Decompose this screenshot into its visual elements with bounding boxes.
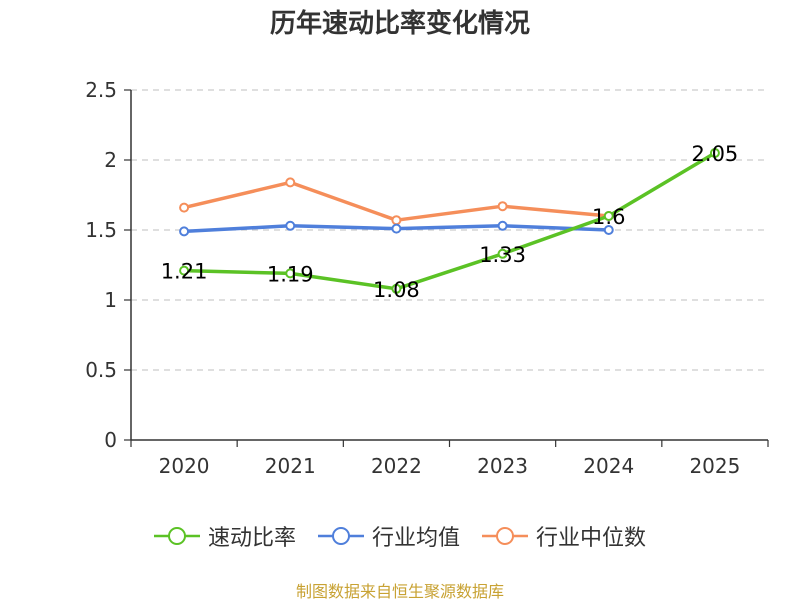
y-tick-label: 1: [104, 288, 117, 312]
data-label: 1.6: [592, 205, 625, 229]
data-label: 1.21: [161, 260, 208, 284]
legend-label-industry-mean: 行业均值: [371, 526, 460, 551]
data-point: [285, 268, 296, 279]
x-tick-label: 2022: [371, 454, 422, 478]
data-point: [391, 283, 402, 294]
legend-label-quick-ratio: 速动比率: [207, 526, 296, 551]
y-tick-label: 0.5: [85, 358, 117, 382]
data-point: [391, 223, 402, 234]
y-tick-label: 2: [104, 148, 117, 172]
x-tick-label: 2020: [159, 454, 210, 478]
y-tick-label: 0: [104, 428, 117, 452]
source-note: 制图数据来自恒生聚源数据库: [295, 582, 504, 601]
chart-title: 历年速动比率变化情况: [269, 9, 530, 39]
data-point: [285, 177, 296, 188]
data-label: 1.33: [479, 243, 526, 267]
legend-marker-quick-ratio: [153, 527, 200, 545]
data-label: 1.19: [267, 262, 314, 286]
data-point: [179, 226, 190, 237]
data-point: [285, 220, 296, 231]
data-point: [603, 225, 614, 235]
x-tick-label: 2023: [477, 454, 528, 478]
legend-item-industry-mean[interactable]: 行业均值: [317, 520, 460, 552]
data-point: [603, 211, 614, 221]
series-line: [184, 151, 716, 291]
data-label: 2.05: [692, 142, 739, 166]
legend-item-quick-ratio[interactable]: 速动比率: [153, 520, 296, 552]
data-point: [497, 248, 508, 259]
x-tick-label: 2024: [583, 454, 634, 478]
y-tick-label: 1.5: [85, 218, 117, 242]
legend-marker-industry-mean: [317, 527, 364, 545]
data-point: [391, 215, 402, 226]
data-point: [179, 202, 190, 213]
legend-label-industry-median: 行业中位数: [536, 526, 647, 551]
data-point: [179, 265, 190, 276]
legend: 速动比率 行业均值 行业中位数: [0, 520, 800, 552]
data-point: [497, 220, 508, 231]
legend-item-industry-median[interactable]: 行业中位数: [482, 520, 646, 552]
x-tick-label: 2021: [265, 454, 316, 478]
x-tick-label: 2025: [689, 454, 740, 478]
y-tick-label: 2.5: [85, 78, 117, 102]
legend-marker-industry-median: [482, 527, 528, 545]
data-point: [709, 148, 720, 158]
series-line: [183, 180, 609, 222]
data-point: [497, 201, 508, 212]
data-label: 1.08: [373, 278, 420, 302]
